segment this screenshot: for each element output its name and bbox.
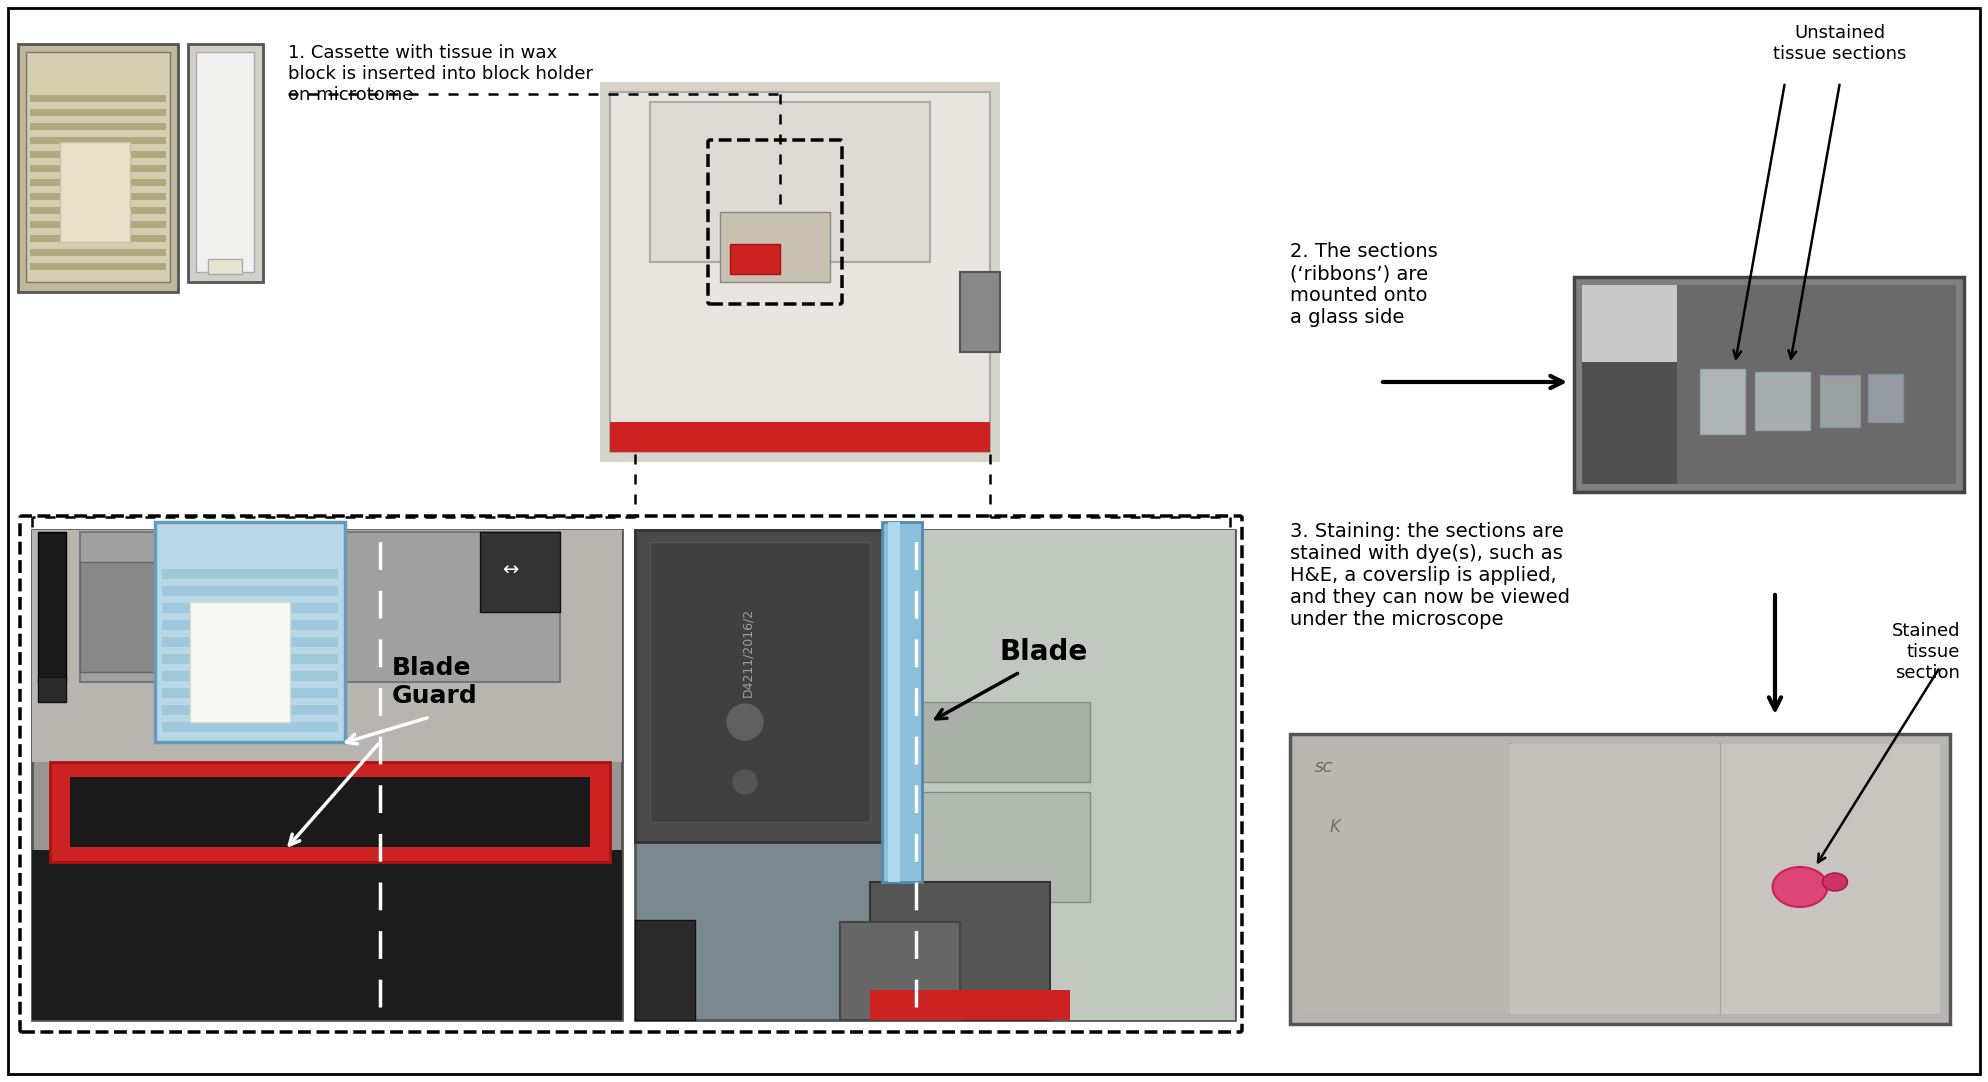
Ellipse shape [1823, 873, 1847, 890]
Bar [1755, 372, 1809, 430]
Text: 3. Staining: the sections are
stained with dye(s), such as
H&E, a coverslip is a: 3. Staining: the sections are stained wi… [1290, 522, 1571, 629]
Bar [30, 207, 167, 214]
Bar [650, 102, 930, 262]
Text: K: K [1330, 818, 1340, 836]
Bar [1511, 744, 1720, 1014]
Bar [634, 530, 885, 842]
Bar [871, 990, 1070, 1020]
Bar [32, 530, 622, 762]
Bar [161, 603, 338, 613]
Bar [38, 532, 66, 682]
Bar [911, 792, 1089, 902]
Bar [161, 688, 338, 698]
Bar [960, 272, 1000, 352]
Bar [634, 920, 696, 1020]
Bar [634, 530, 1235, 1020]
Bar [1700, 369, 1745, 434]
Text: Blade
Guard: Blade Guard [392, 656, 477, 708]
Bar [889, 522, 901, 882]
Text: 1. Cassette with tissue in wax
block is inserted into block holder
on microtome: 1. Cassette with tissue in wax block is … [288, 44, 592, 104]
Bar [161, 586, 338, 596]
Bar [911, 702, 1089, 782]
Bar [1869, 374, 1903, 422]
Text: Unstained
tissue sections: Unstained tissue sections [1773, 24, 1906, 63]
Bar [161, 705, 338, 715]
Bar [80, 562, 211, 672]
Bar [161, 722, 338, 733]
Bar [60, 142, 129, 242]
Bar [161, 569, 338, 579]
Bar [191, 602, 290, 722]
Bar [1582, 285, 1678, 484]
Bar [18, 44, 179, 292]
Bar [161, 620, 338, 630]
Bar [901, 530, 1235, 1020]
Bar [161, 637, 338, 647]
Bar [189, 44, 262, 282]
Bar [30, 193, 167, 200]
Bar [161, 654, 338, 664]
Bar [30, 151, 167, 158]
Bar [30, 235, 167, 242]
Text: Stained
tissue
section: Stained tissue section [1891, 622, 1960, 682]
Bar [730, 245, 779, 274]
Bar [30, 137, 167, 144]
Bar [30, 109, 167, 116]
Bar [30, 164, 167, 172]
Bar [650, 542, 871, 822]
Bar [600, 82, 1000, 462]
Bar [1290, 734, 1950, 1024]
Bar [720, 212, 831, 282]
Bar [32, 530, 622, 1020]
Bar [1819, 375, 1861, 427]
Bar [161, 671, 338, 681]
Bar [1582, 285, 1678, 362]
Bar [1574, 277, 1964, 492]
Polygon shape [841, 922, 960, 1020]
Bar [30, 221, 167, 228]
Bar [26, 52, 171, 282]
Text: SC: SC [1314, 761, 1334, 775]
Ellipse shape [1773, 867, 1827, 907]
Circle shape [728, 704, 763, 740]
Bar [610, 92, 990, 452]
Bar [1582, 285, 1956, 484]
Text: 2. The sections
(‘ribbons’) are
mounted onto
a glass side: 2. The sections (‘ribbons’) are mounted … [1290, 242, 1437, 327]
Text: D4211/2016/2: D4211/2016/2 [742, 607, 755, 697]
Bar [50, 762, 610, 862]
Bar [197, 52, 254, 272]
Bar [32, 850, 622, 1020]
Bar [610, 422, 990, 452]
Polygon shape [871, 882, 1050, 1020]
Circle shape [734, 770, 757, 794]
Bar [1300, 744, 1511, 1014]
Bar [70, 777, 590, 847]
Bar [479, 532, 561, 612]
Bar [209, 259, 243, 274]
Bar [1300, 744, 1940, 1014]
Bar [30, 123, 167, 130]
Bar [30, 249, 167, 256]
Bar [883, 522, 922, 882]
Bar [80, 532, 561, 682]
Bar [30, 179, 167, 186]
Text: Blade: Blade [1000, 638, 1087, 667]
Text: ↔: ↔ [501, 560, 519, 580]
Bar [155, 522, 346, 742]
Bar [30, 95, 167, 102]
Bar [30, 263, 167, 270]
Bar [38, 677, 66, 702]
